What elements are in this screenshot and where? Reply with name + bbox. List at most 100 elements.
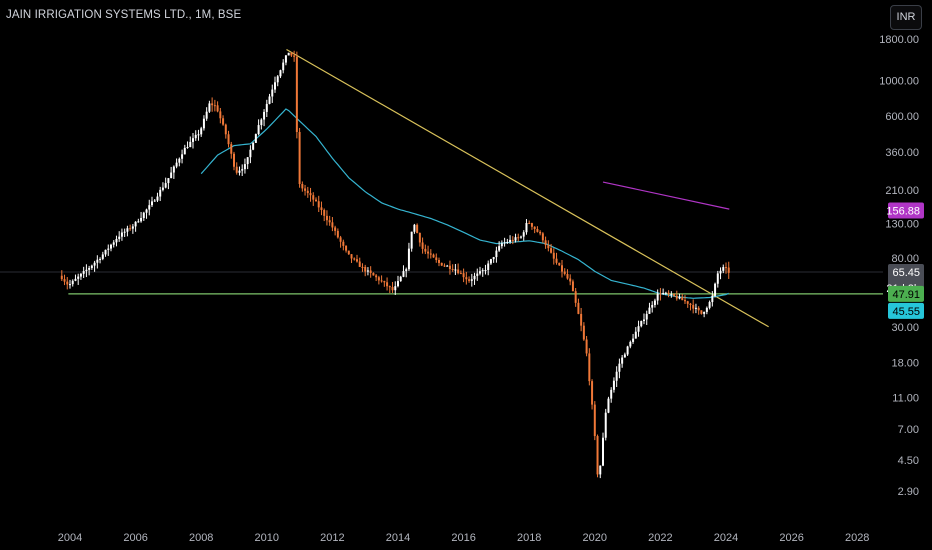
candle-body bbox=[662, 292, 665, 294]
candle-body bbox=[544, 240, 547, 246]
candle bbox=[383, 280, 386, 287]
candle bbox=[241, 164, 244, 177]
candle bbox=[719, 267, 722, 280]
candle bbox=[238, 166, 241, 176]
x-tick-label: 2004 bbox=[58, 532, 82, 544]
candle bbox=[555, 252, 558, 265]
candle-body bbox=[438, 260, 440, 263]
candle-body bbox=[249, 149, 252, 158]
candle bbox=[544, 236, 547, 249]
candle-body bbox=[656, 293, 659, 301]
candle bbox=[637, 320, 640, 337]
price-badge-bg bbox=[888, 202, 924, 219]
candle bbox=[77, 273, 80, 285]
candle bbox=[484, 264, 487, 275]
candle-body bbox=[334, 227, 337, 231]
candle-body bbox=[511, 239, 514, 241]
candle-body bbox=[358, 261, 361, 267]
candle bbox=[438, 257, 440, 267]
candle-body bbox=[399, 276, 402, 282]
candle bbox=[82, 266, 85, 279]
candle bbox=[96, 255, 99, 269]
candle-body bbox=[700, 310, 703, 314]
candle-body bbox=[208, 103, 211, 112]
candle bbox=[626, 345, 629, 356]
candle bbox=[462, 268, 465, 283]
candle-body bbox=[574, 291, 577, 303]
candle bbox=[208, 100, 211, 113]
candle-body bbox=[618, 363, 621, 372]
candle bbox=[727, 261, 730, 279]
candle-body bbox=[301, 183, 304, 189]
candle bbox=[429, 249, 432, 259]
x-tick-label: 2024 bbox=[714, 532, 738, 544]
candle-body bbox=[213, 105, 216, 107]
candle-body bbox=[615, 371, 618, 381]
candle-body bbox=[528, 223, 531, 225]
candle bbox=[465, 271, 468, 285]
candle bbox=[643, 313, 645, 325]
candle-body bbox=[495, 250, 498, 258]
candle-body bbox=[126, 228, 129, 232]
candle bbox=[681, 293, 684, 301]
candle-body bbox=[520, 236, 522, 238]
candle bbox=[148, 199, 151, 216]
candle-body bbox=[254, 134, 257, 143]
candle-body bbox=[719, 270, 722, 274]
candle-body bbox=[178, 158, 181, 163]
candle bbox=[552, 248, 555, 265]
candle bbox=[298, 127, 301, 188]
candle-body bbox=[241, 169, 244, 171]
candle bbox=[161, 182, 164, 192]
currency-button[interactable]: INR bbox=[890, 5, 922, 30]
candle-body bbox=[274, 82, 276, 90]
candle bbox=[140, 211, 143, 223]
candle bbox=[325, 210, 328, 226]
candle bbox=[364, 264, 367, 277]
candle bbox=[692, 299, 695, 314]
candle bbox=[489, 258, 492, 265]
candle-body bbox=[222, 118, 225, 125]
candle bbox=[498, 241, 501, 252]
candle-body bbox=[566, 273, 569, 279]
y-axis[interactable]: 1800.00 1000.00 600.00 360.00 210.00 130.00 80… bbox=[879, 34, 919, 498]
candle-body bbox=[129, 228, 132, 230]
candle bbox=[653, 298, 656, 308]
candle-body bbox=[257, 125, 260, 135]
candle-body bbox=[711, 295, 714, 303]
candle bbox=[222, 115, 225, 126]
candle-body bbox=[265, 103, 268, 112]
candle bbox=[443, 263, 446, 267]
drawn-line-3 bbox=[602, 181, 730, 210]
candle bbox=[309, 187, 312, 202]
candle bbox=[175, 158, 178, 169]
candle bbox=[612, 377, 615, 393]
moving-average-line bbox=[200, 108, 729, 299]
y-tick-label: 210.00 bbox=[885, 185, 919, 197]
price-badge: 45.55 bbox=[888, 302, 924, 319]
candle bbox=[369, 266, 372, 278]
price-badge-text: 156.88 bbox=[886, 206, 920, 218]
candle-body bbox=[369, 270, 372, 273]
x-tick-label: 2016 bbox=[451, 532, 475, 544]
candle-body bbox=[123, 231, 126, 233]
candle-body bbox=[219, 111, 222, 119]
candle bbox=[252, 142, 255, 151]
candle-body bbox=[577, 302, 580, 314]
candle-body bbox=[558, 262, 561, 266]
candle-body bbox=[230, 144, 233, 154]
candle-body bbox=[246, 157, 249, 165]
candle bbox=[495, 246, 498, 263]
candle-body bbox=[260, 119, 263, 126]
candle bbox=[593, 401, 596, 441]
candle-body bbox=[134, 221, 137, 227]
candle-body bbox=[607, 398, 610, 413]
candle bbox=[424, 244, 427, 255]
candle-body bbox=[500, 243, 503, 247]
candle-body bbox=[479, 271, 481, 274]
candle-body bbox=[561, 265, 563, 272]
candle-body bbox=[678, 297, 681, 299]
candle bbox=[536, 226, 539, 233]
candle bbox=[514, 233, 517, 243]
